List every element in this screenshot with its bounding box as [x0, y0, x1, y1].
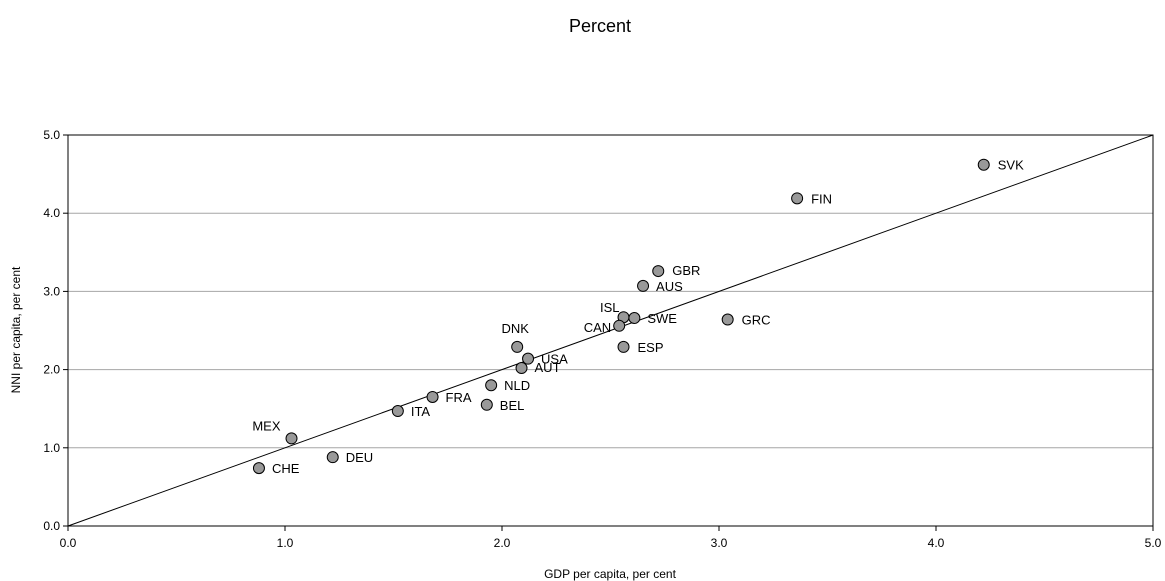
data-point-fra: [426, 390, 439, 403]
data-point-swe: [628, 311, 641, 324]
x-tick-label: 1.0: [277, 536, 294, 550]
chart-title: Percent: [569, 16, 631, 36]
point-label-gbr: GBR: [672, 263, 700, 278]
point-label-dnk: DNK: [501, 321, 529, 336]
point-label-grc: GRC: [742, 313, 771, 328]
data-point-dnk: [511, 340, 524, 353]
point-label-fin: FIN: [811, 191, 832, 206]
x-tick-label: 5.0: [1145, 536, 1162, 550]
y-tick-label: 5.0: [43, 128, 60, 142]
data-point-mex: [285, 432, 298, 445]
y-tick-label: 0.0: [43, 519, 60, 533]
y-tick-label: 2.0: [43, 363, 60, 377]
y-tick-label: 3.0: [43, 284, 60, 298]
point-label-deu: DEU: [346, 450, 373, 465]
point-label-nld: NLD: [504, 378, 530, 393]
point-label-fra: FRA: [446, 390, 472, 405]
x-tick-label: 0.0: [60, 536, 77, 550]
x-tick-label: 3.0: [711, 536, 728, 550]
point-label-can: CAN: [584, 320, 611, 335]
point-label-aus: AUS: [656, 279, 683, 294]
point-label-che: CHE: [272, 461, 300, 476]
point-label-aut: AUT: [535, 360, 561, 375]
x-tick-label: 2.0: [494, 536, 511, 550]
data-point-esp: [617, 340, 630, 353]
axis-ticks: 0.0 1.0 2.0 3.0 4.0 5.0 0.0 1.0 2.0 3.0 4.0 5.0: [43, 128, 1161, 550]
point-label-esp: ESP: [638, 340, 664, 355]
data-point-che: [252, 462, 265, 475]
data-point-ita: [391, 405, 404, 418]
point-label-svk: SVK: [998, 158, 1024, 173]
y-tick-label: 4.0: [43, 206, 60, 220]
data-point-usa: [522, 352, 535, 365]
data-point-svk: [977, 158, 990, 171]
point-label-swe: SWE: [647, 311, 677, 326]
point-label-isl: ISL: [600, 300, 620, 315]
grid-lines: [68, 212, 1153, 449]
x-axis-label: GDP per capita, per cent: [544, 567, 677, 581]
x-tick-label: 4.0: [928, 536, 945, 550]
data-point-grc: [721, 313, 734, 326]
point-label-bel: BEL: [500, 398, 525, 413]
data-point-aus: [637, 279, 650, 292]
data-point-can: [613, 319, 626, 332]
data-point-aut: [515, 362, 528, 375]
point-label-usa: USA: [541, 352, 568, 367]
reference-line: [67, 134, 1154, 527]
y-tick-label: 1.0: [43, 441, 60, 455]
point-label-mex: MEX: [252, 418, 281, 433]
y-axis-label: NNI per capita, per cent: [9, 266, 23, 393]
data-point-deu: [326, 451, 339, 464]
data-point-nld: [485, 379, 498, 392]
plot-area: [67, 134, 1154, 527]
point-label-ita: ITA: [411, 404, 431, 419]
data-point-gbr: [652, 265, 665, 278]
data-point-bel: [480, 398, 493, 411]
data-point-fin: [791, 192, 804, 205]
